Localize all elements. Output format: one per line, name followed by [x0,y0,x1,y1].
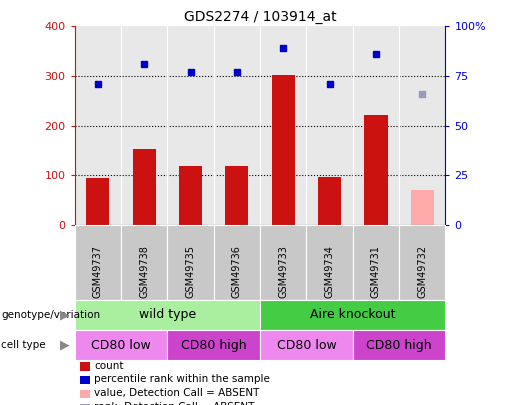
Text: CD80 high: CD80 high [181,339,247,352]
Text: CD80 high: CD80 high [366,339,432,352]
Text: wild type: wild type [139,308,196,322]
Bar [133,149,156,225]
Text: GSM49731: GSM49731 [371,245,381,298]
Bar [179,166,202,225]
Title: GDS2274 / 103914_at: GDS2274 / 103914_at [184,10,336,24]
Text: count: count [94,361,124,371]
Text: Aire knockout: Aire knockout [310,308,396,322]
Text: GSM49736: GSM49736 [232,245,242,298]
Text: GSM49734: GSM49734 [324,245,335,298]
Text: cell type: cell type [1,340,46,350]
Bar [226,166,248,225]
Text: GSM49733: GSM49733 [278,245,288,298]
Bar [410,190,434,225]
Text: percentile rank within the sample: percentile rank within the sample [94,375,270,384]
Text: genotype/variation: genotype/variation [1,310,100,320]
Text: value, Detection Call = ABSENT: value, Detection Call = ABSENT [94,388,260,398]
Bar [272,75,295,225]
Text: GSM49737: GSM49737 [93,245,103,298]
Text: GSM49735: GSM49735 [185,245,196,298]
Bar [86,178,109,225]
Text: rank, Detection Call = ABSENT: rank, Detection Call = ABSENT [94,402,254,405]
Text: GSM49738: GSM49738 [139,245,149,298]
Text: GSM49732: GSM49732 [417,245,427,298]
Text: CD80 low: CD80 low [277,339,336,352]
Bar [318,177,341,225]
Text: CD80 low: CD80 low [91,339,151,352]
Bar [364,115,387,225]
Text: ▶: ▶ [60,339,70,352]
Text: ▶: ▶ [60,308,70,322]
